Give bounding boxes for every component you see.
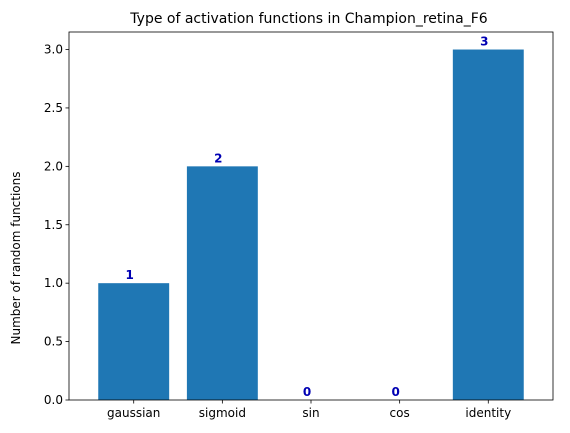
bar-identity xyxy=(452,49,524,401)
data-label-sin: 0 xyxy=(303,385,311,399)
bars-layer xyxy=(98,49,524,401)
x-tick-label-sigmoid: sigmoid xyxy=(199,406,246,420)
data-label-sigmoid: 2 xyxy=(214,151,222,165)
y-tick-label: 3.0 xyxy=(44,43,63,57)
y-tick-label: 1.0 xyxy=(44,276,63,290)
x-axis: gaussian sigmoid sin cos identity xyxy=(107,400,511,420)
data-labels-layer: 1 2 0 0 3 xyxy=(126,35,489,399)
y-axis: 0.0 0.5 1.0 1.5 2.0 2.5 3.0 xyxy=(44,43,69,407)
bar-sigmoid xyxy=(186,166,258,400)
x-tick-label-cos: cos xyxy=(390,406,410,420)
x-tick-label-sin: sin xyxy=(302,406,319,420)
y-axis-title: Number of random functions xyxy=(9,171,23,344)
x-tick-label-identity: identity xyxy=(465,406,511,420)
chart-title: Type of activation functions in Champion… xyxy=(129,11,488,27)
y-tick-label: 1.5 xyxy=(44,218,63,232)
y-tick-label: 0.5 xyxy=(44,335,63,349)
x-tick-label-gaussian: gaussian xyxy=(107,406,160,420)
bar-gaussian xyxy=(98,283,170,400)
data-label-gaussian: 1 xyxy=(126,268,134,282)
plot-frame xyxy=(68,31,554,401)
data-label-cos: 0 xyxy=(391,385,399,399)
y-tick-label: 2.5 xyxy=(44,101,63,115)
y-tick-label: 0.0 xyxy=(44,393,63,407)
y-tick-label: 2.0 xyxy=(44,159,63,173)
data-label-identity: 3 xyxy=(480,35,488,49)
